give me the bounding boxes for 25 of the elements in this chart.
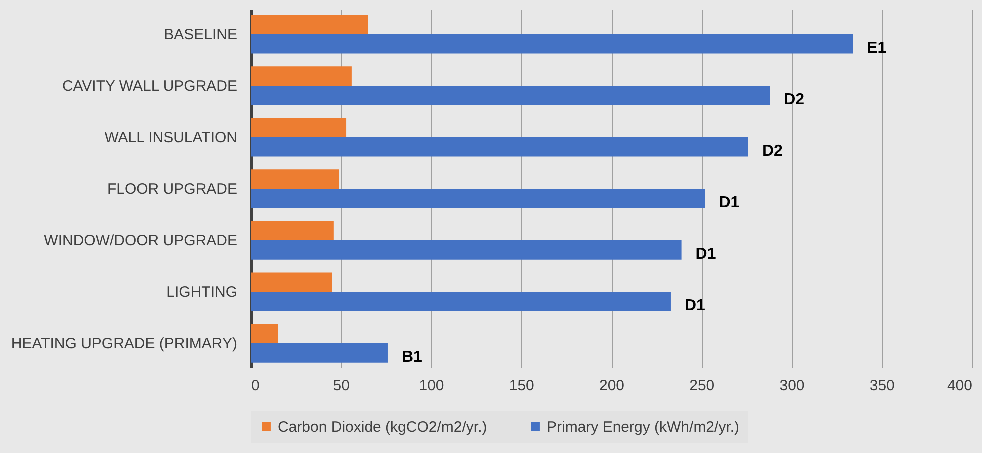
x-tick-label: 300	[780, 378, 805, 394]
y-tick-label: LIGHTING	[166, 284, 238, 302]
y-tick-label: HEATING UPGRADE (PRIMARY)	[11, 336, 238, 353]
x-tick-label: 400	[947, 378, 972, 394]
y-tick-label: WALL INSULATION	[104, 129, 238, 146]
legend-label: Primary Energy (kWh/m2/yr.)	[547, 418, 740, 436]
y-tick-label: BASELINE	[164, 26, 238, 44]
y-tick-label: FLOOR UPGRADE	[107, 181, 238, 198]
data-label: D1	[684, 298, 706, 315]
data-label: D1	[696, 246, 716, 264]
x-tick-label: 250	[690, 378, 715, 394]
x-tick-label: 0	[252, 378, 260, 394]
data-label: D2	[784, 92, 805, 109]
data-label: E1	[867, 40, 887, 58]
y-tick-label: CAVITY WALL UPGRADE	[62, 78, 238, 95]
x-tick-label: 150	[509, 378, 534, 394]
x-tick-label: 350	[870, 378, 895, 394]
x-tick-label: 200	[599, 378, 625, 394]
x-tick-label: 50	[333, 378, 350, 394]
legend-label: Carbon Dioxide (kgCO2/m2/yr.)	[278, 418, 488, 436]
x-tick-label: 100	[419, 378, 444, 394]
data-label: D1	[719, 194, 740, 212]
data-label: B1	[402, 349, 423, 366]
data-label: D2	[762, 143, 784, 160]
y-tick-label: WINDOW/DOOR UPGRADE	[44, 232, 238, 250]
